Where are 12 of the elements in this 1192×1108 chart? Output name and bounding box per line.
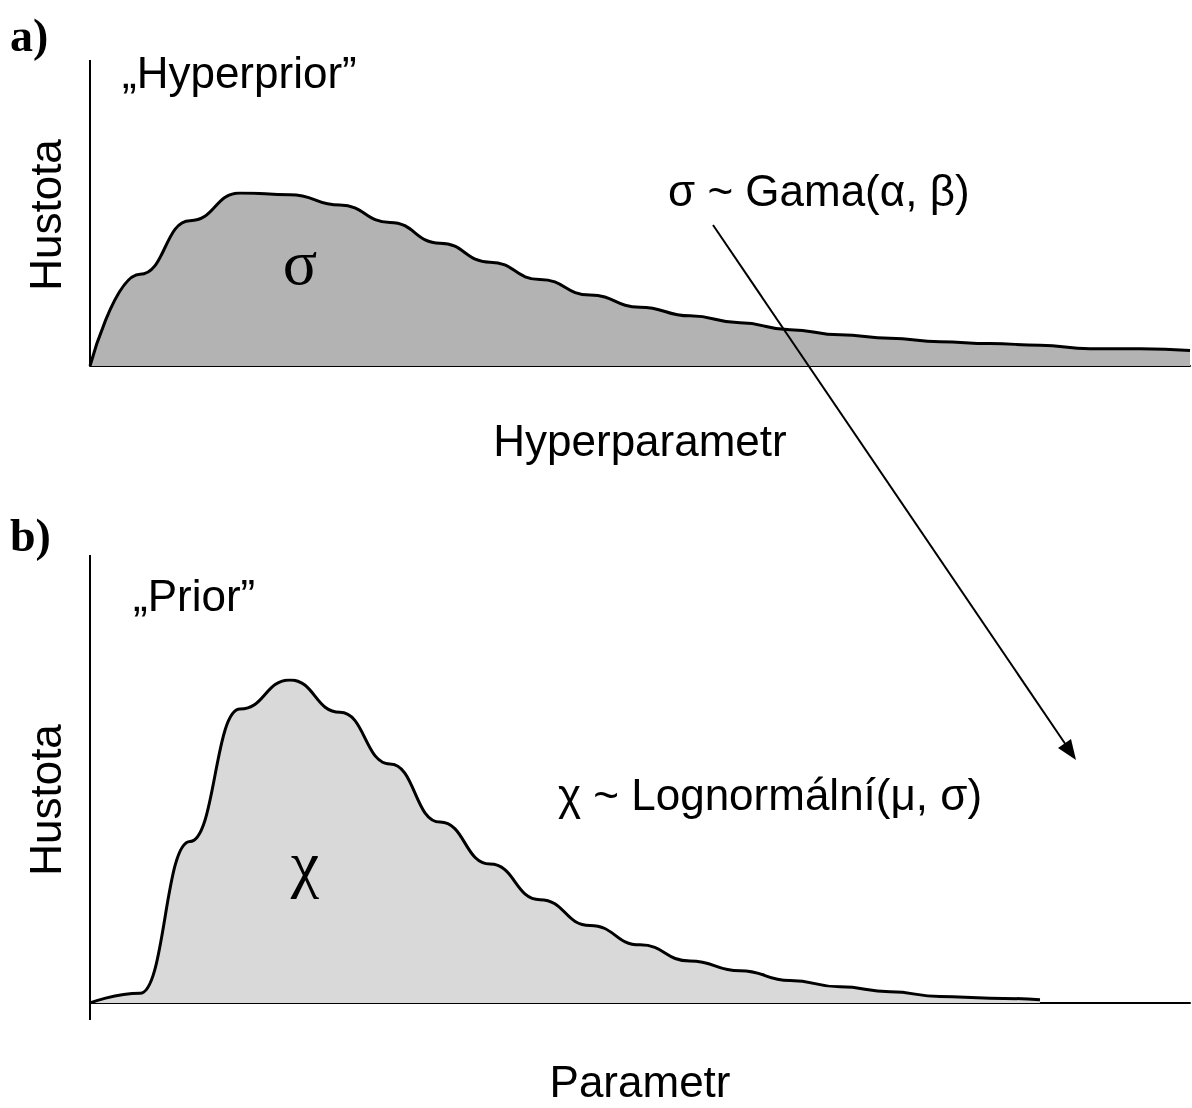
y-axis-title: Hustota xyxy=(20,138,70,291)
text: b) xyxy=(10,509,51,561)
x-axis-title: Hyperparametr xyxy=(493,415,787,465)
x-axis-title: Parametr xyxy=(549,1056,731,1106)
y-axis-title: Hustota xyxy=(20,723,70,876)
chart-title: „Prior” xyxy=(133,570,256,620)
text: a) xyxy=(10,9,49,61)
annotation: χ xyxy=(289,827,320,899)
annotation: σ ~ Gama(α, β) xyxy=(668,165,970,215)
annotation: σ xyxy=(282,226,318,298)
chart-title: „Hyperprior” xyxy=(122,47,357,97)
annotation: χ ~ Lognormální(μ, σ) xyxy=(558,769,983,819)
